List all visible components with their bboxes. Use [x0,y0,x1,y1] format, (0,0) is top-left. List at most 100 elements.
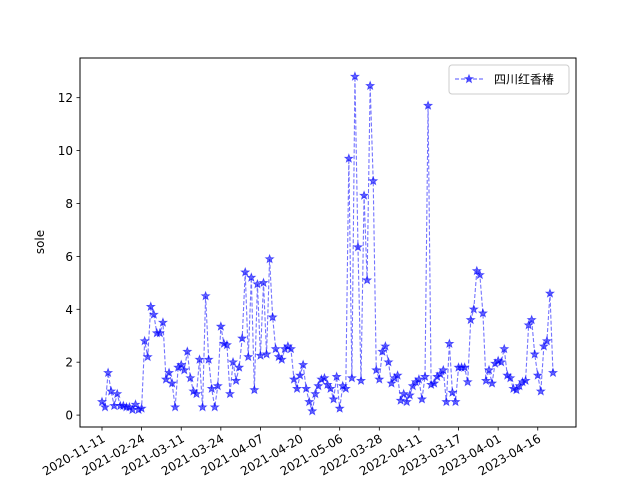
data-point [435,368,446,379]
data-point [252,278,263,289]
data-point [163,367,175,378]
data-point [170,401,181,412]
y-tick-label: 12 [58,91,73,105]
data-point [529,348,540,359]
data-point [532,370,543,380]
data-point [270,343,281,354]
data-point [499,343,510,354]
data-point [334,403,345,413]
data-point [444,338,455,349]
data-point [234,362,245,372]
data-point [267,311,278,322]
data-point [477,307,488,318]
data-point [319,372,330,383]
y-tick-label: 10 [58,144,73,158]
data-point [255,350,266,360]
data-point [325,383,336,393]
data-point [447,387,458,397]
data-point [371,364,382,375]
data-point [331,371,342,382]
data-point [304,396,315,407]
data-point [358,190,370,200]
data-point [294,370,306,380]
y-axis-label: sole [33,230,47,254]
data-point [343,153,354,163]
data-point [139,335,150,346]
data-point [237,333,248,343]
data-point [176,359,187,370]
data-point [398,388,409,399]
data-point [96,396,108,407]
data-point [160,374,172,384]
data-point [328,393,339,404]
data-point [313,380,324,391]
data-point [249,384,260,395]
data-point [441,396,452,407]
data-point [258,277,269,288]
data-point [148,309,159,319]
data-point [544,288,556,298]
data-point [227,356,239,367]
data-point [301,383,312,393]
data-point [243,351,254,362]
data-point [167,378,178,388]
data-point [450,396,461,407]
data-point [419,371,431,382]
x-axis: 2020-11-112021-02-242021-03-112021-03-24… [40,427,543,478]
data-point [535,385,546,396]
data-point [368,175,379,186]
data-point [407,380,418,391]
data-point [462,376,473,387]
data-point [103,367,114,378]
data-point [496,356,507,367]
data-point [215,321,226,331]
data-point [276,354,287,364]
y-tick-label: 6 [65,250,73,264]
data-point [224,388,236,399]
data-point [209,401,220,412]
legend-box [448,64,570,95]
data-point [206,383,217,393]
data-point [322,379,333,390]
data-point [154,327,165,338]
data-point [261,348,272,359]
data-point [386,378,397,388]
data-point [395,395,406,405]
data-point [523,319,534,330]
data-point [106,385,117,396]
data-point [182,346,193,356]
data-point [413,374,424,384]
data-point [401,396,412,407]
data-point [349,71,361,81]
data-point [383,356,394,367]
data-point [422,100,434,110]
data-point [157,317,169,327]
plot-area [80,58,576,427]
data-point [465,314,476,325]
data-point [112,388,123,399]
data-point [194,354,205,364]
data-point [459,362,470,372]
data-point [197,401,208,412]
data-point [291,383,303,393]
data-point [307,405,318,416]
data-point [142,351,153,362]
data-point [179,364,190,375]
data-point [264,253,275,264]
data-point [511,384,522,395]
data-point [474,269,485,280]
legend: 四川红香椿 [448,64,570,95]
data-point [392,370,403,380]
data-point [365,80,376,91]
data-point [298,359,309,370]
data-point [285,343,297,354]
data-point [471,265,482,276]
data-point [520,375,531,386]
data-point [191,388,202,399]
data-point [416,393,428,404]
legend-label: 四川红香椿 [494,72,554,87]
data-point [547,367,559,378]
data-point [483,364,495,375]
